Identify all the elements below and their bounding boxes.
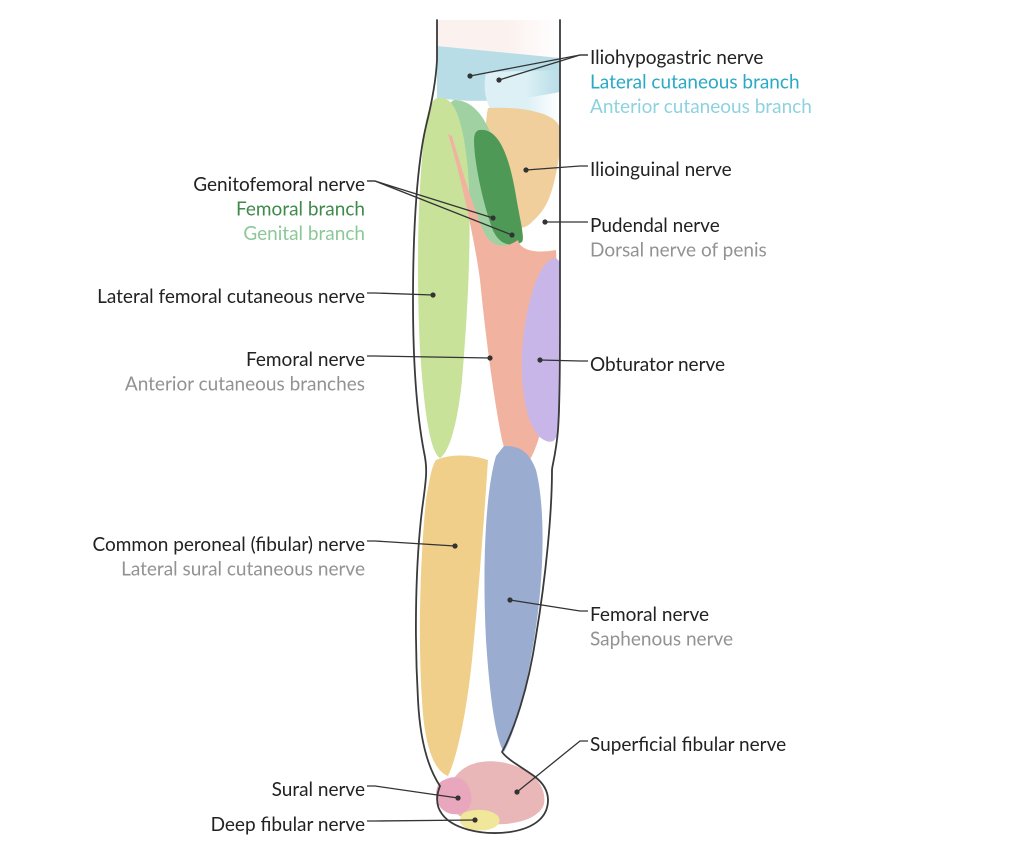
label-saphenous: Femoral nerveSaphenous nerve <box>590 603 733 650</box>
leader-dot-iliohypogastric <box>467 73 472 78</box>
label-genitofemoral-line0: Genitofemoral nerve <box>193 173 365 196</box>
label-pudendal-line0: Pudendal nerve <box>590 214 720 237</box>
leader-dot-supfib <box>514 789 519 794</box>
label-commonperoneal-line0: Common peroneal (fibular) nerve <box>92 533 365 556</box>
leader-dot-obturator <box>537 357 542 362</box>
label-iliohypogastric-line2: Anterior cutaneous branch <box>590 95 812 118</box>
label-saphenous-line1: Saphenous nerve <box>590 627 733 650</box>
label-ilioinguinal-line0: Ilioinguinal nerve <box>590 158 732 181</box>
label-obturator-line0: Obturator nerve <box>590 353 725 376</box>
leader-dot-iliohypogastric <box>496 77 501 82</box>
label-supfib-line0: Superficial fibular nerve <box>590 733 786 756</box>
label-commonperoneal-line1: Lateral sural cutaneous nerve <box>121 557 365 580</box>
regions <box>418 20 560 831</box>
region-saphenous <box>484 446 542 752</box>
label-iliohypogastric-line0: Iliohypogastric nerve <box>590 46 763 69</box>
leader-dot-genitofemoral <box>490 215 495 220</box>
leader-dot-pudendal <box>542 219 547 224</box>
label-genitofemoral-line1: Femoral branch <box>236 197 365 220</box>
label-ilioinguinal: Ilioinguinal nerve <box>590 158 732 181</box>
leader-dot-deepfib <box>472 817 477 822</box>
label-pudendal-line1: Dorsal nerve of penis <box>590 238 767 261</box>
leader-dot-genitofemoral <box>509 232 514 237</box>
label-femoral: Femoral nerveAnterior cutaneous branches <box>125 348 365 395</box>
label-latfemcut-line0: Lateral femoral cutaneous nerve <box>97 285 365 308</box>
label-sural-line0: Sural nerve <box>272 778 365 801</box>
label-supfib: Superficial fibular nerve <box>590 733 786 756</box>
leader-dot-ilioinguinal <box>523 167 528 172</box>
region-peroneal <box>420 456 488 777</box>
label-iliohypogastric: Iliohypogastric nerveLateral cutaneous b… <box>590 46 812 118</box>
label-sural: Sural nerve <box>272 778 365 801</box>
label-saphenous-line0: Femoral nerve <box>590 603 709 626</box>
label-deepfib: Deep fibular nerve <box>211 813 365 836</box>
leader-dot-latfemcut <box>430 292 435 297</box>
label-deepfib-line0: Deep fibular nerve <box>211 813 365 836</box>
label-femoral-line1: Anterior cutaneous branches <box>125 372 365 395</box>
label-pudendal: Pudendal nerveDorsal nerve of penis <box>590 214 767 261</box>
leader-dot-commonperoneal <box>452 543 457 548</box>
label-commonperoneal: Common peroneal (fibular) nerveLateral s… <box>92 533 365 580</box>
label-obturator: Obturator nerve <box>590 353 725 376</box>
leader-dot-femoral <box>487 355 492 360</box>
label-genitofemoral: Genitofemoral nerveFemoral branchGenital… <box>193 173 365 245</box>
label-genitofemoral-line2: Genital branch <box>243 222 365 245</box>
label-femoral-line0: Femoral nerve <box>246 348 365 371</box>
region-lat_fem <box>418 98 470 458</box>
label-iliohypogastric-line1: Lateral cutaneous branch <box>590 70 800 93</box>
label-latfemcut: Lateral femoral cutaneous nerve <box>97 285 365 308</box>
leader-deepfib <box>367 820 475 821</box>
leader-dot-sural <box>455 795 460 800</box>
leader-dot-saphenous <box>507 597 512 602</box>
